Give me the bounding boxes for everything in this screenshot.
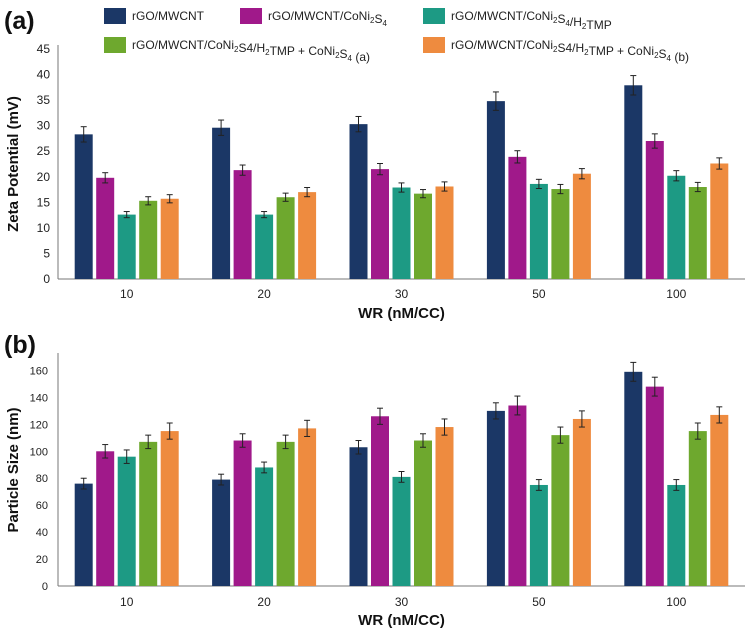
x-axis-title: WR (nM/CC)	[358, 612, 445, 629]
y-tick-label: 10	[37, 221, 51, 235]
bar	[414, 440, 432, 586]
y-tick-label: 80	[36, 473, 48, 485]
bar	[667, 175, 686, 279]
y-axis-title: Zeta Potential (mV)	[5, 96, 22, 232]
x-tick-label: 50	[532, 595, 546, 609]
bar	[645, 386, 664, 586]
bar	[255, 214, 274, 279]
bar	[688, 431, 707, 586]
zeta-potential-chart: 0 5 10 15 20 25 30 35 40 45 10 20 30 50 100 WR (nM/CC) Z…	[5, 42, 745, 322]
bar	[551, 435, 570, 586]
bar	[551, 189, 570, 279]
bar	[160, 431, 179, 586]
bar	[298, 192, 317, 279]
bar	[508, 156, 527, 279]
bar	[435, 427, 454, 586]
bar	[371, 416, 389, 586]
legend-label: rGO/MWCNT/CoNi2S4/H2TMP + CoNi2S4 (a)	[132, 38, 370, 64]
panel-label-b: (b)	[4, 331, 36, 359]
bar	[212, 127, 231, 279]
y-tick-label: 5	[43, 246, 50, 260]
bar	[710, 414, 729, 586]
legend-label: rGO/MWCNT/CoNi2S4/H2TMP + CoNi2S4 (b)	[451, 38, 689, 64]
particle-size-chart: 0 20 40 60 80 100 120 140 160 10 20 30 50 100 WR (nM/C…	[5, 353, 745, 629]
bar	[96, 451, 115, 586]
y-tick-label: 20	[36, 554, 48, 566]
legend-swatch	[104, 37, 126, 53]
bar	[160, 198, 179, 279]
panel-label-a: (a)	[4, 7, 35, 35]
y-tick-label: 15	[37, 195, 51, 209]
bar	[255, 467, 274, 586]
bar	[117, 214, 136, 279]
x-tick-label: 20	[257, 287, 271, 301]
x-tick-label: 10	[120, 595, 134, 609]
y-tick-label: 45	[37, 42, 51, 56]
bar	[624, 85, 643, 280]
y-tick-label: 0	[43, 272, 50, 286]
bar	[508, 405, 527, 586]
y-tick-label: 35	[37, 93, 51, 107]
y-tick-label: 30	[37, 119, 51, 133]
bar	[96, 177, 115, 279]
bar	[276, 441, 295, 586]
y-tick-label: 40	[37, 68, 51, 82]
bar	[688, 187, 707, 279]
x-tick-label: 30	[395, 595, 409, 609]
legend-label: rGO/MWCNT/CoNi2S4/H2TMP	[451, 9, 612, 32]
bar	[667, 484, 686, 586]
bar	[486, 101, 505, 279]
bar	[414, 193, 432, 279]
y-tick-label: 0	[42, 581, 48, 593]
y-tick-label: 100	[30, 446, 48, 458]
y-tick-label: 120	[30, 419, 48, 431]
bar	[349, 447, 368, 586]
y-tick-label: 60	[36, 500, 48, 512]
bar	[392, 187, 411, 279]
bar	[486, 410, 505, 586]
legend-swatch	[104, 8, 126, 24]
legend: rGO/MWCNT rGO/MWCNT/CoNi2S4 rGO/MWCNT/CoNi…	[104, 8, 689, 64]
x-tick-label: 100	[666, 287, 686, 301]
x-tick-label: 30	[395, 287, 409, 301]
legend-swatch	[423, 37, 445, 53]
bar	[435, 186, 454, 279]
x-tick-label: 100	[666, 595, 686, 609]
y-axis-title: Particle Size (nm)	[5, 407, 22, 532]
y-tick-label: 160	[30, 365, 48, 377]
bar	[139, 200, 158, 279]
bar	[710, 163, 729, 279]
y-tick-label: 25	[37, 144, 51, 158]
bar	[74, 483, 93, 586]
bar	[117, 456, 136, 586]
legend-swatch	[423, 8, 445, 24]
bar	[212, 479, 231, 586]
bar	[276, 197, 295, 279]
legend-label: rGO/MWCNT	[132, 9, 205, 23]
bar	[298, 428, 317, 586]
y-tick-label: 40	[36, 527, 48, 539]
y-tick-label: 140	[30, 392, 48, 404]
x-tick-label: 20	[257, 595, 271, 609]
bar	[624, 371, 643, 586]
bar	[139, 441, 158, 586]
bar	[233, 440, 252, 586]
legend-swatch	[240, 8, 262, 24]
bar	[74, 134, 93, 279]
bar	[349, 124, 368, 279]
y-tick-label: 20	[37, 170, 51, 184]
legend-label: rGO/MWCNT/CoNi2S4	[268, 9, 387, 28]
bar	[572, 173, 591, 279]
bar	[529, 484, 548, 586]
bar	[645, 141, 664, 279]
x-tick-label: 50	[532, 287, 546, 301]
bar	[392, 476, 411, 586]
x-tick-label: 10	[120, 287, 134, 301]
bar	[529, 183, 548, 279]
bar	[572, 418, 591, 586]
x-axis-title: WR (nM/CC)	[358, 305, 445, 322]
bar	[233, 170, 252, 279]
bar	[371, 169, 389, 279]
